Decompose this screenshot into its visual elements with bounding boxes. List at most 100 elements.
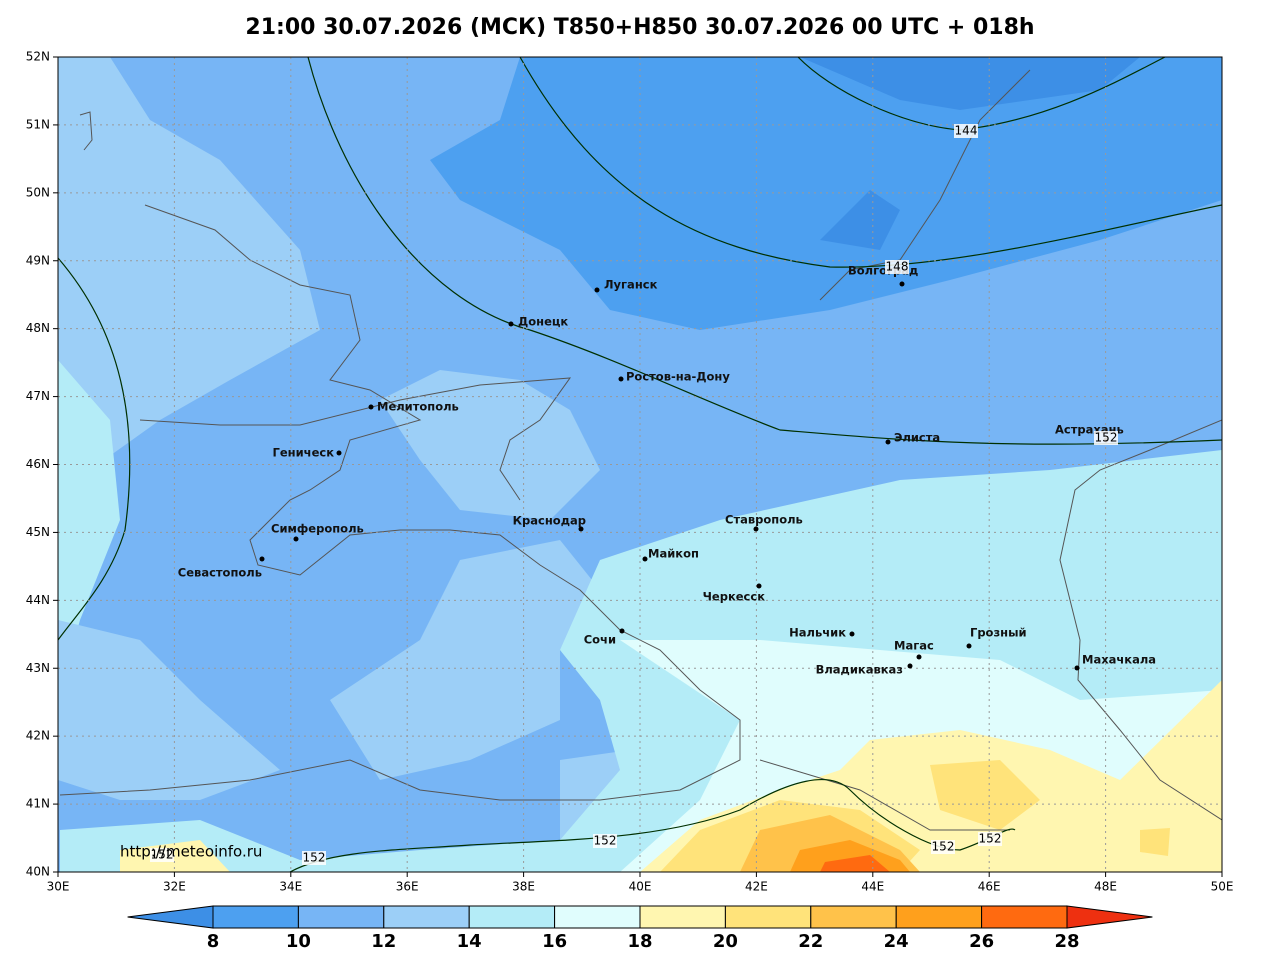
city-dot [907,663,913,669]
lat-label: 47N [26,389,50,403]
colorbar-label: 26 [969,931,994,952]
lon-label: 48E [1094,880,1117,894]
lon-label: 32E [163,880,186,894]
lon-label: 34E [279,880,302,894]
colorbar-label: 8 [207,931,220,952]
colorbar-label: 22 [798,931,823,952]
contour-label-bg [1094,431,1118,445]
colorbar-high [1066,905,1153,929]
city-dot [1074,665,1080,671]
zone-14 [58,57,320,480]
lat-label: 51N [26,117,50,131]
lon-label: 40E [629,880,652,894]
lat-label: 49N [26,253,50,267]
city-dot [849,631,855,637]
colorbar-label: 16 [542,931,567,952]
contour-label-bg [302,851,326,865]
contour-label: 152 [303,851,326,865]
colorbar-segment [212,905,299,929]
city-dot [966,643,972,649]
city-label: Майкоп [648,547,699,561]
city-label: Махачкала [1082,653,1156,667]
lon-label: 44E [861,880,884,894]
city-dot [368,404,374,410]
colorbar-segment [810,905,897,929]
city-label: Мелитополь [377,400,459,414]
city-label: Севастополь [178,566,262,580]
lon-label: 42E [745,880,768,894]
contour-label: 152 [594,834,617,848]
city-label: Симферополь [271,522,364,536]
graticule [58,57,1222,872]
city-dot [618,376,624,382]
colorbar-segment [981,905,1068,929]
city-label: Ставрополь [725,513,803,527]
lat-label: 45N [26,525,50,539]
contour-label-bg [150,848,174,862]
city-label: Нальчик [789,626,846,640]
colorbar-label: 18 [627,931,652,952]
city-label: Магас [894,639,934,653]
contour-label-bg [954,124,978,138]
city-dot [642,556,648,562]
city-dot [619,628,625,634]
city-label: Краснодар [513,514,586,528]
city-label: Донецк [518,315,568,329]
city-dot [756,583,762,589]
colorbar-label: 14 [457,931,482,952]
city-label: Грозный [970,626,1027,640]
city-label: Владикавказ [816,663,903,677]
contour-label-bg [593,834,617,848]
colorbar-segment [724,905,812,929]
contour-label: 152 [932,840,955,854]
colorbar-segment [639,905,726,929]
colorbar-segment [297,905,385,929]
colorbar-low [127,905,214,929]
contour-label-bg [931,840,955,854]
city-dot [594,287,600,293]
lat-label: 42N [26,729,50,743]
lon-label: 50E [1211,880,1234,894]
contour-label: 152 [979,832,1002,846]
lon-label: 46E [978,880,1001,894]
colorbar-label: 10 [286,931,311,952]
colorbar-segment [895,905,983,929]
city-label: Сочи [584,633,616,647]
lat-label: 50N [26,185,50,199]
zone-16 [58,360,120,700]
city-label: Геническ [273,446,335,460]
city-label: Ростов-на-Дону [626,370,730,384]
lat-label: 52N [26,50,50,64]
zone-20 [120,680,1222,872]
contour-label: 144 [955,124,978,138]
colorbar-label: 12 [371,931,396,952]
map-title: 21:00 30.07.2026 (МСК) T850+H850 30.07.2… [245,15,1034,40]
lat-label: 44N [26,593,50,607]
coastlines [59,69,1222,831]
city-dot [885,439,891,445]
lat-label: 41N [26,797,50,811]
colorbar-segment [468,905,556,929]
city-label: Черкесск [703,590,766,604]
lat-label: 46N [26,457,50,471]
colorbar-label: 24 [884,931,909,952]
city-label: Луганск [604,278,658,292]
city-dot [259,556,265,562]
city-dot [578,526,584,532]
city-dot [753,526,759,532]
lat-label: 43N [26,661,50,675]
city-dot [899,281,905,287]
contour-label: 152 [151,848,174,862]
zone-14b [58,370,740,840]
city-dot [508,321,514,327]
city-label: Элиста [894,431,940,445]
lat-label: 40N [26,865,50,879]
lon-label: 38E [512,880,535,894]
contour-label-bg [978,832,1002,846]
city-dot [293,536,299,542]
lat-label: 48N [26,321,50,335]
source-url: http://meteoinfo.ru [120,843,262,861]
map-field [58,57,1222,872]
contour-label: 148 [886,260,909,274]
